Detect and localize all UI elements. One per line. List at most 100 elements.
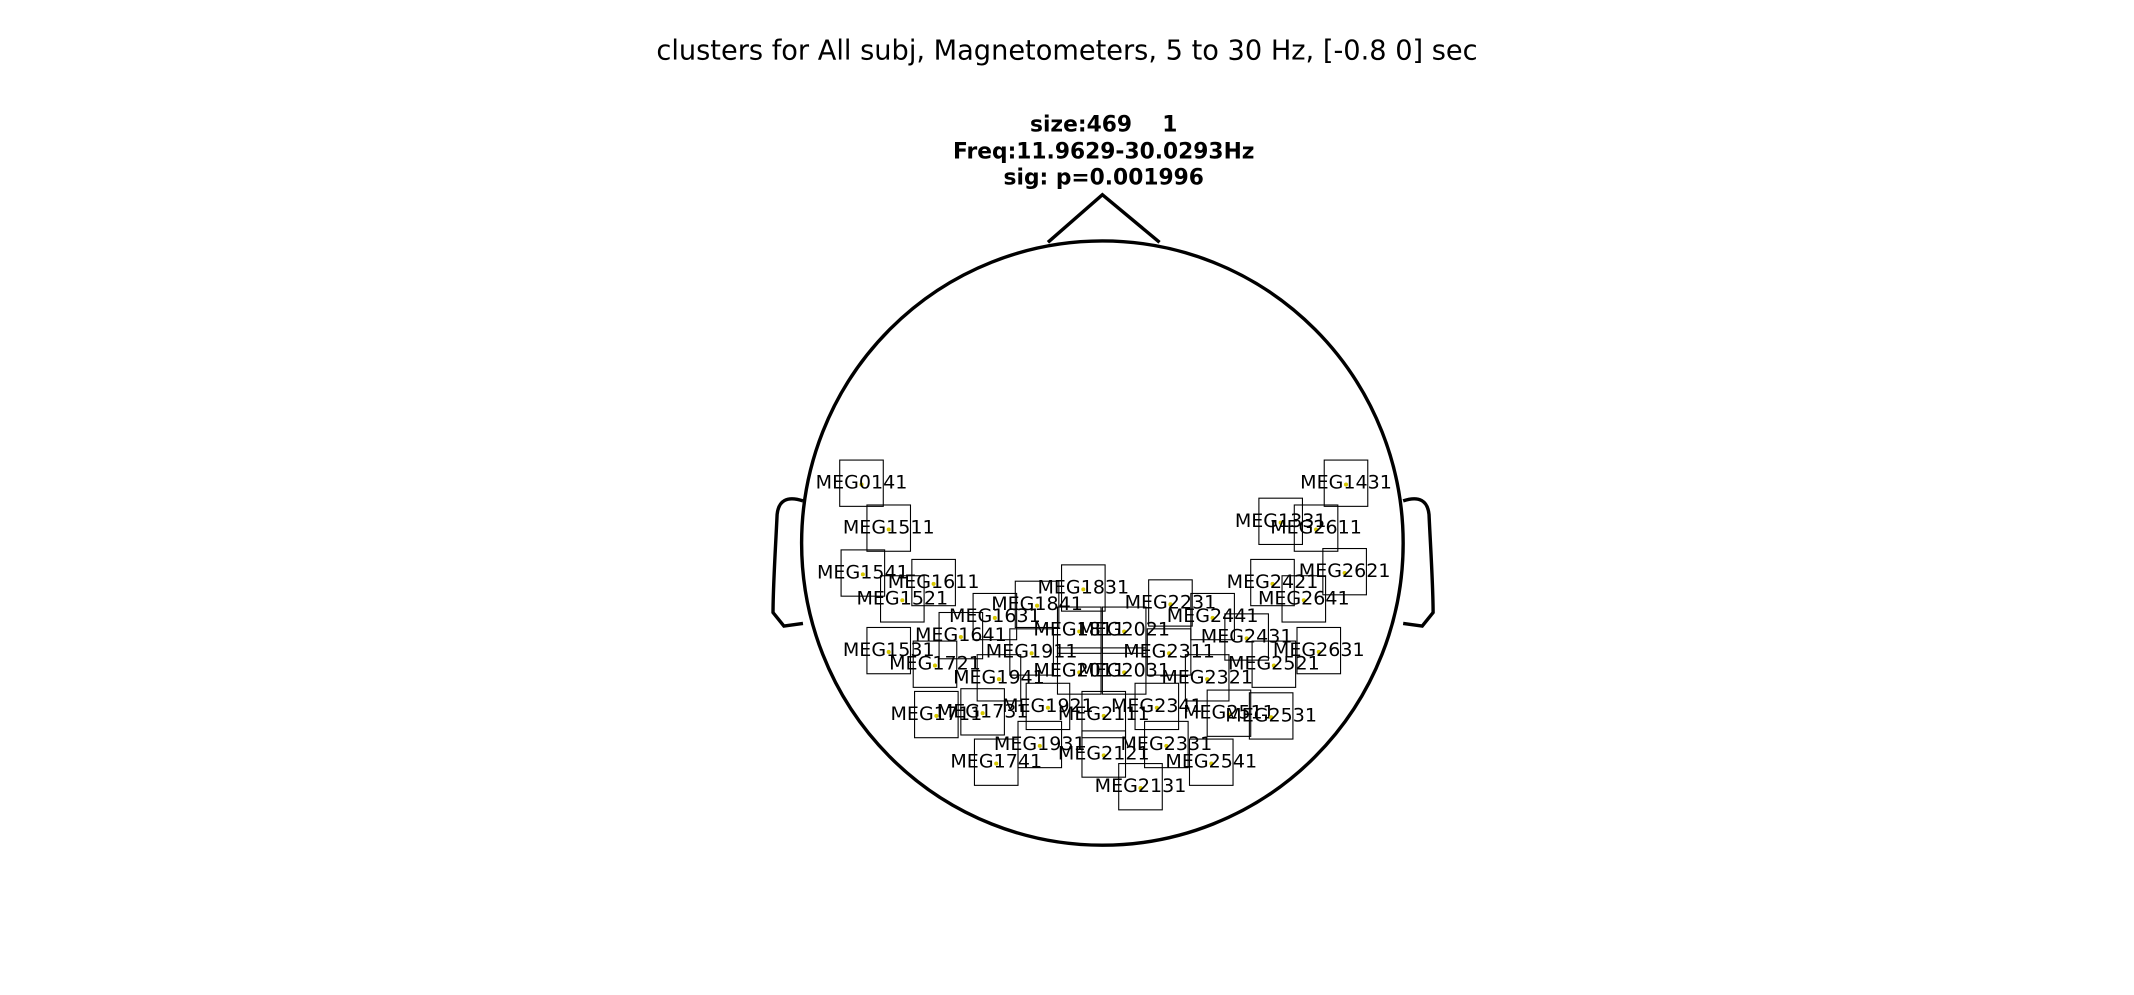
sensor-label: MEG1741 [950,751,1042,773]
sensor-dot [994,761,999,766]
sensor-dot [1314,527,1319,532]
sensor-label: MEG1541 [817,562,909,584]
sensor-dot [934,713,939,718]
sensor-label: MEG1611 [888,571,980,593]
sensor-box [972,592,1018,641]
sensor-box [1148,579,1193,627]
sensor-dot [1205,677,1210,682]
sensor-box [1250,558,1295,607]
sensor-label: MEG1811 [1033,619,1125,641]
left-ear [771,497,804,628]
sensor-label: MEG1511 [843,517,935,539]
sensor-dot [992,615,997,620]
sensor-box [839,459,884,507]
sensor-dot [1029,651,1034,656]
cluster-sig: sig: p=0.001996 [1004,165,1204,190]
sensor-box [1134,682,1180,731]
sensor-label: MEG1711 [890,703,982,725]
sensor-label: MEG1831 [1037,577,1129,599]
sensor-box [1258,497,1303,545]
sensor-dot [996,677,1001,682]
sensor-box [880,575,925,623]
sensor-box [938,611,984,660]
sensor-box [914,690,959,739]
sensor-dot [1167,651,1172,656]
sensor-label: MEG1721 [889,653,981,675]
sensor-box [1144,720,1189,769]
sensor-dot [1122,670,1127,675]
sensor-dot [1168,602,1173,607]
sensor-dot [859,482,864,487]
sensor-box [1323,459,1369,507]
sensor-label: MEG1911 [986,640,1078,662]
sensor-box [1056,647,1102,695]
sensor-box [1251,640,1297,688]
sensor-dot [1154,705,1159,710]
sensor-dot [1037,743,1042,748]
sensor-dot [1271,663,1276,668]
sensor-dot [1278,520,1283,525]
sensor-label: MEG2441 [1167,605,1259,627]
sensor-label: MEG2511 [1183,702,1275,724]
sensor-label: MEG1641 [915,624,1007,646]
sensor-label: MEG2131 [1095,775,1187,797]
sensor-dot [1035,603,1040,608]
sensor-box [1025,682,1071,731]
sensor-dot [1045,705,1050,710]
sensor-box [976,654,1022,702]
head [799,239,1405,847]
sensor-label: MEG2011 [1033,660,1125,682]
cluster-freq: Freq:11.9629-30.0293Hz [953,139,1254,164]
sensor-box [1190,592,1235,641]
sensor-box [1061,564,1106,612]
sensor-dot [958,634,963,640]
right-ear [1402,497,1435,628]
sensor-label: MEG1521 [856,587,948,609]
sensor-box [1081,690,1127,739]
sensor-label: MEG2031 [1078,660,1170,682]
sensor-box [1101,647,1147,695]
sensor-dot [1138,786,1143,791]
sensor-label: MEG1431 [1300,472,1392,494]
sensor-box [911,558,956,607]
sensor-label: MEG2311 [1123,640,1215,662]
sensor-box [1248,692,1294,740]
sensor-dot [1301,598,1306,603]
sensor-label: MEG2541 [1165,751,1257,773]
sensor-label: MEG2631 [1273,639,1365,661]
sensor-dot [900,598,905,603]
sensor-label: MEG2641 [1258,587,1350,609]
sensor-label: MEG2521 [1228,653,1320,675]
sensor-label: MEG1631 [949,605,1041,627]
sensor-label: MEG1931 [994,733,1086,755]
sensor-label: MEG2231 [1125,591,1217,613]
sensor-label: MEG2531 [1225,704,1317,726]
sensor-label: MEG1331 [1235,510,1327,532]
sensor-box [1118,763,1163,811]
head-outline [771,192,1435,847]
title: clusters for All subj, Magnetometers, 5 … [656,35,1477,66]
sensor-label: MEG2341 [1111,695,1203,717]
sensor-dot [1244,636,1249,641]
sensor-label: MEG1941 [953,666,1045,688]
sensor-box [973,738,1019,786]
sensor-box [840,549,886,597]
sensor-box [912,640,958,688]
sensor-label: MEG2331 [1120,733,1212,755]
sensor-label: MEG2021 [1078,619,1170,641]
sensor-dot [1269,715,1274,720]
cluster-size: size:469 1 [1030,112,1177,137]
sensor-label: MEG2611 [1270,517,1362,539]
sensor-dot [1164,743,1169,748]
sensor-dot [1210,615,1215,620]
sensor-box [1014,580,1060,629]
sensor-box [866,626,912,675]
sensor-label: MEG2121 [1058,743,1150,765]
sensor-dot [1316,649,1321,655]
sensor-label: MEG1731 [937,700,1029,722]
sensor-dot [932,663,938,668]
sensor-dot [1226,712,1231,717]
sensor-dot [1077,670,1082,675]
sensor-box [1056,606,1102,654]
